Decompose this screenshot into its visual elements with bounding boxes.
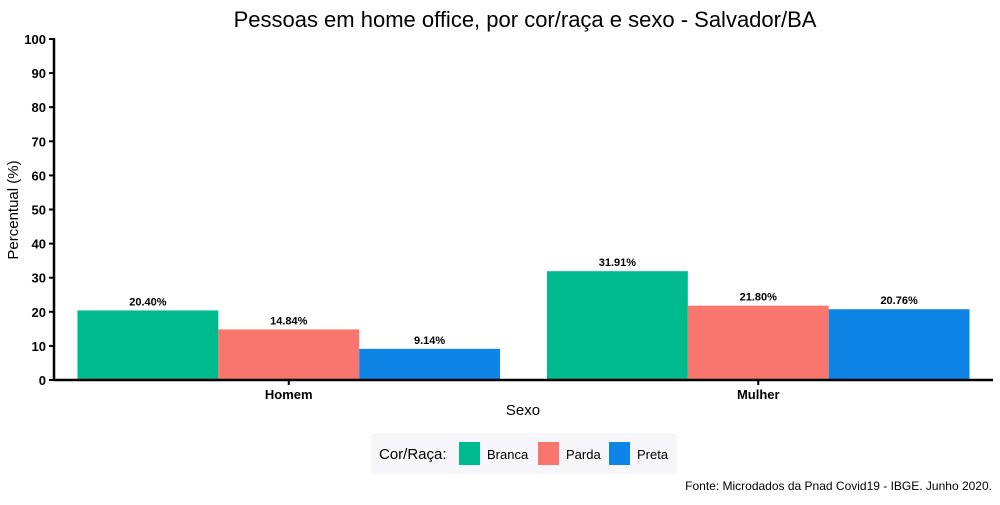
bar-parda-mulher: [687, 305, 829, 380]
bar-preta-mulher: [828, 309, 970, 380]
x-axis-label: Sexo: [506, 402, 540, 419]
data-label: 9.14%: [414, 335, 445, 347]
x-tick-label: Mulher: [737, 387, 780, 402]
legend-label-branca: Branca: [487, 447, 529, 462]
y-axis: 0 10 20 30 40 50 60 70 80 90 100: [24, 32, 54, 388]
bars: 20.40% 14.84% 9.14% 31.91% 21.80% 20.76%: [77, 257, 970, 380]
chart-title: Pessoas em home office, por cor/raça e s…: [234, 7, 817, 32]
legend-title: Cor/Raça:: [379, 446, 447, 463]
source-caption: Fonte: Microdados da Pnad Covid19 - IBGE…: [685, 479, 992, 493]
bar-preta-homem: [359, 348, 501, 380]
legend-key-parda: [538, 442, 559, 465]
y-tick-label: 50: [32, 203, 46, 218]
data-label: 21.80%: [740, 292, 778, 304]
data-label: 31.91%: [599, 257, 637, 269]
legend-key-preta: [609, 442, 630, 465]
legend-label-parda: Parda: [566, 447, 601, 462]
y-axis-label: Percentual (%): [5, 160, 22, 259]
y-tick-label: 70: [32, 134, 46, 149]
data-label: 20.40%: [129, 296, 167, 308]
y-tick-label: 20: [32, 305, 46, 320]
x-axis: Homem Mulher: [265, 380, 780, 402]
y-tick-label: 40: [32, 237, 46, 252]
bar-branca-homem: [77, 310, 219, 380]
legend: Cor/Raça: Branca Parda Preta: [371, 433, 677, 474]
legend-label-preta: Preta: [637, 447, 669, 462]
bar-branca-mulher: [546, 271, 688, 380]
y-tick-label: 80: [32, 100, 46, 115]
y-tick-label: 10: [32, 339, 46, 354]
y-tick-label: 0: [39, 373, 46, 388]
y-tick-label: 100: [24, 32, 46, 47]
data-label: 14.84%: [270, 315, 308, 327]
y-tick-label: 60: [32, 168, 46, 183]
data-label: 20.76%: [880, 295, 918, 307]
bar-parda-homem: [218, 329, 360, 380]
y-tick-label: 30: [32, 271, 46, 286]
x-tick-label: Homem: [265, 387, 313, 402]
legend-key-branca: [459, 442, 480, 465]
y-tick-label: 90: [32, 66, 46, 81]
